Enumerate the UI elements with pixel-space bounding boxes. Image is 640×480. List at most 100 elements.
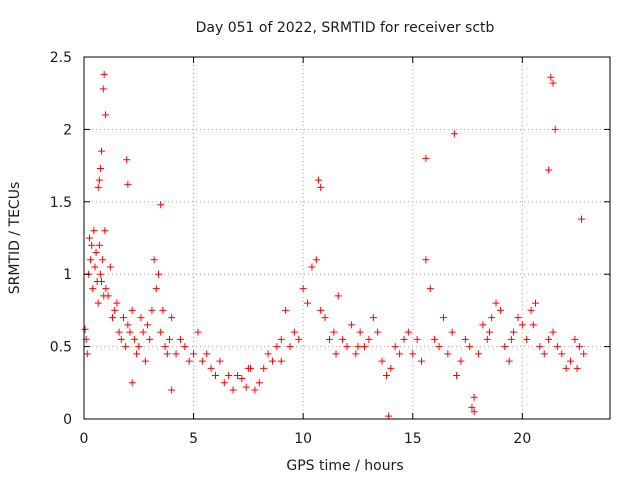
data-point [382,372,390,380]
data-point [168,314,176,322]
data-point [144,321,152,329]
data-point [100,70,108,78]
data-point [496,306,504,314]
data-point [111,306,119,314]
data-point [126,328,134,336]
data-point [87,256,95,264]
data-point [361,343,369,351]
data-point [90,227,98,235]
data-point [277,335,285,343]
data-point [130,335,138,343]
data-point [128,379,136,387]
data-point [242,383,250,391]
data-point [374,328,382,336]
data-point [104,292,112,300]
data-point [94,299,102,307]
data-point [255,379,263,387]
data-point [139,328,147,336]
data-point [172,350,180,358]
y-tick-label: 0 [63,412,72,428]
data-point [580,350,588,358]
data-point [216,357,224,365]
data-point [148,306,156,314]
data-point [387,364,395,372]
data-point [483,335,491,343]
data-point [150,256,158,264]
data-point [578,215,586,223]
data-point [321,314,329,322]
data-point [479,321,487,329]
data-point [448,328,456,336]
data-point [540,350,548,358]
y-tick-label: 1.5 [50,195,72,211]
data-point [163,350,171,358]
data-point [507,335,515,343]
data-point [268,357,276,365]
x-axis-ticks: 0 5 10 15 20 [80,57,531,447]
data-point [181,343,189,351]
data-point [198,357,206,365]
data-point [431,335,439,343]
data-point [573,364,581,372]
data-point [308,263,316,271]
data-point [290,328,298,336]
data-point [286,343,294,351]
data-point [94,183,102,191]
data-point [315,176,323,184]
data-point [157,201,165,209]
data-point [470,408,478,416]
data-point [553,343,561,351]
y-axis-label: SRMTID / TECUs [7,182,23,295]
data-point [413,335,421,343]
data-point [161,343,169,351]
data-point [238,374,246,382]
data-point [426,285,434,293]
data-point [273,343,281,351]
data-point [466,343,474,351]
data-point [325,335,333,343]
data-point [260,364,268,372]
data-point [545,166,553,174]
data-point [203,350,211,358]
y-axis-ticks: 0 0.5 1 1.5 2 2.5 [50,50,610,428]
y-tick-label: 1 [63,267,72,283]
data-point [422,256,430,264]
data-point [122,343,130,351]
data-point [453,372,461,380]
data-point [334,292,342,300]
data-point [282,306,290,314]
data-point [400,335,408,343]
y-tick-label: 0.5 [50,340,72,356]
data-point [133,350,141,358]
data-point [444,350,452,358]
data-point [529,321,537,329]
data-point [470,393,478,401]
data-point [404,328,412,336]
data-point [378,357,386,365]
y-tick-label: 2 [63,122,72,138]
data-point [369,314,377,322]
data-point [83,350,91,358]
data-point [332,350,340,358]
data-point [354,343,362,351]
data-point [207,364,215,372]
data-point [461,335,469,343]
data-point [295,335,303,343]
chart-title: Day 051 of 2022, SRMTID for receiver sct… [196,20,495,36]
data-point [123,156,131,164]
data-point [277,357,285,365]
data-point [457,357,465,365]
data-point [264,350,272,358]
data-point [146,335,154,343]
x-axis-label: GPS time / hours [286,458,403,474]
data-point [492,299,500,307]
data-point [85,234,93,242]
data-point [212,372,219,380]
data-point [155,270,163,278]
data-point [435,343,443,351]
data-point [549,328,557,336]
data-point [575,343,583,351]
data-point [485,328,493,336]
data-point [510,328,518,336]
